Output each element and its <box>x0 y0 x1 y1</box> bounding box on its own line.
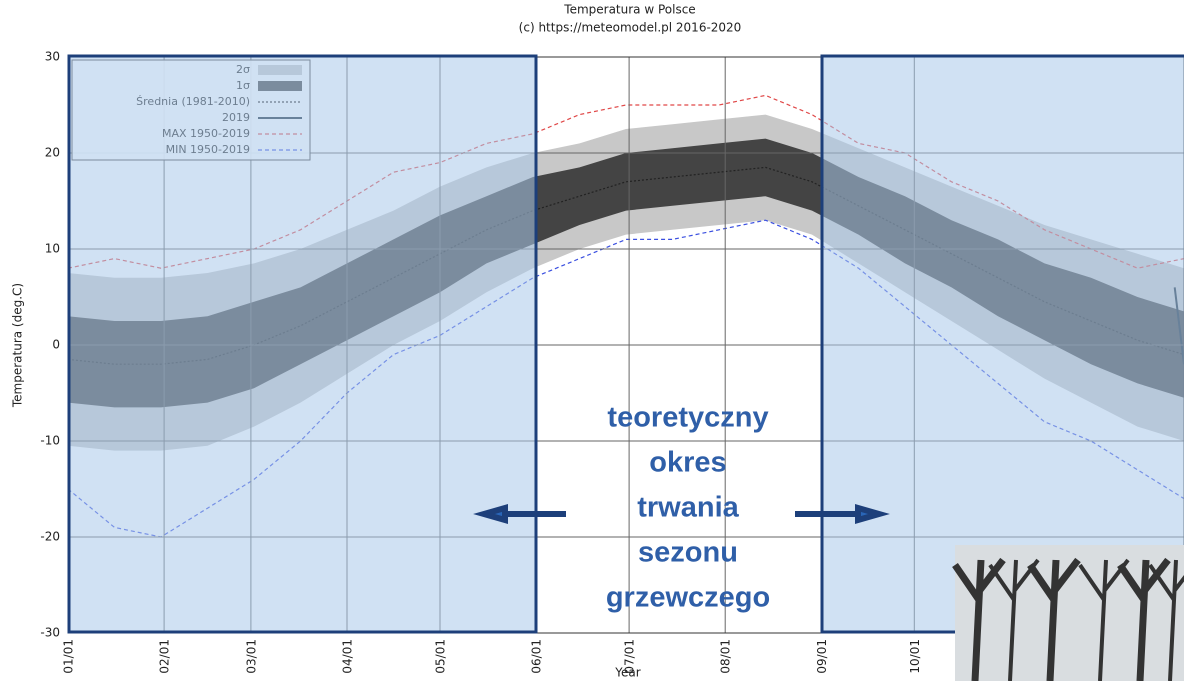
tree <box>1027 557 1081 681</box>
y-tick-label: 0 <box>52 338 60 352</box>
x-axis-label: Year <box>614 666 640 680</box>
x-tick-label: 03/01 <box>244 639 258 674</box>
y-tick-label: -10 <box>40 434 60 448</box>
arrow-left <box>473 504 566 524</box>
y-tick-label: 10 <box>45 242 60 256</box>
x-tick-label: 05/01 <box>434 639 448 674</box>
heating-region <box>67 54 538 634</box>
y-axis-label: Temperatura (deg.C) <box>11 283 25 408</box>
y-tick-label: 20 <box>45 146 60 160</box>
y-tick-label: -20 <box>40 530 60 544</box>
y-tick-label: 30 <box>45 50 60 64</box>
tree <box>1148 559 1184 681</box>
annotation-line: sezonu <box>638 537 738 569</box>
chart-title: Temperatura w Polsce <box>563 3 695 17</box>
x-tick-label: 06/01 <box>530 639 544 674</box>
y-tick-label: -30 <box>40 626 60 640</box>
arrow-right <box>795 504 890 524</box>
annotation-line: trwania <box>637 492 739 524</box>
x-tick-label: 01/01 <box>62 639 76 674</box>
overlay: teoretyczny okres trwania sezonu grzewczego <box>67 54 1184 681</box>
x-tick-label: 09/01 <box>815 639 829 674</box>
x-tick-label: 04/01 <box>341 639 355 674</box>
annotation-line: grzewczego <box>606 582 770 614</box>
x-tick-label: 07/01 <box>623 639 637 674</box>
x-tick-label: 08/01 <box>719 639 733 674</box>
annotation-line: okres <box>649 447 726 479</box>
chart-subtitle: (c) https://meteomodel.pl 2016-2020 <box>519 21 742 35</box>
annotation-line: teoretyczny <box>607 402 768 434</box>
tree <box>952 557 1006 681</box>
x-tick-label: 10/01 <box>908 639 922 674</box>
x-tick-label: 02/01 <box>158 639 172 674</box>
